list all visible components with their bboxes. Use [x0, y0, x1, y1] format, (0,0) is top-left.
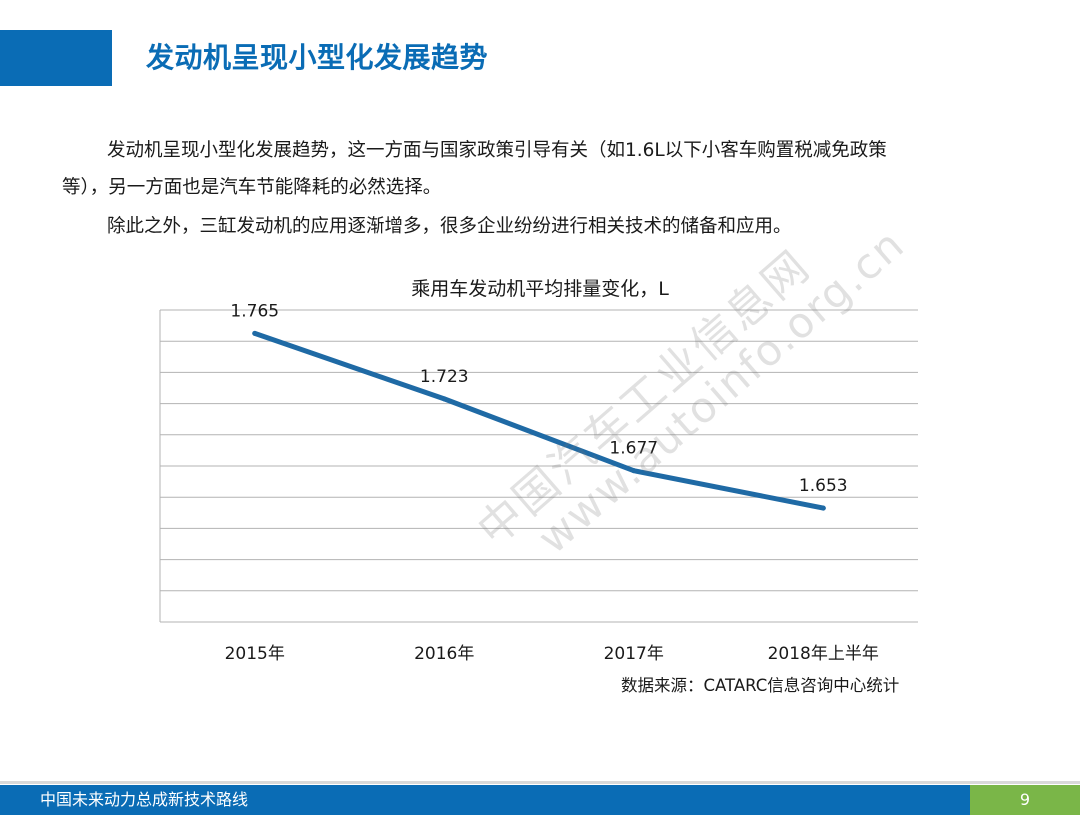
data-label: 1.723	[420, 367, 469, 387]
data-point	[820, 505, 826, 511]
data-label: 1.677	[609, 439, 658, 459]
paragraph-line-2: 等），另一方面也是汽车节能降耗的必然选择。	[62, 177, 442, 198]
slide-title: 发动机呈现小型化发展趋势	[146, 41, 489, 74]
title-accent-bar	[0, 30, 112, 86]
footer-text: 中国未来动力总成新技术路线	[40, 790, 249, 809]
data-label: 1.765	[230, 301, 279, 321]
footer-divider	[0, 781, 1080, 784]
data-point	[631, 468, 637, 474]
x-tick-label: 2016年	[414, 644, 474, 664]
x-tick-label: 2017年	[604, 644, 664, 664]
paragraph-line-1: 发动机呈现小型化发展趋势，这一方面与国家政策引导有关（如1.6L以下小客车购置税…	[107, 140, 887, 161]
series-line	[252, 330, 826, 511]
data-point	[252, 330, 258, 336]
page-number: 9	[970, 785, 1080, 815]
x-tick-label: 2018年上半年	[768, 644, 879, 664]
chart-title: 乘用车发动机平均排量变化，L	[411, 278, 669, 300]
x-tick-label: 2015年	[225, 644, 285, 664]
footer-bar	[0, 785, 970, 815]
data-label: 1.653	[799, 476, 848, 496]
paragraph-2: 除此之外，三缸发动机的应用逐渐增多，很多企业纷纷进行相关技术的储备和应用。	[107, 216, 792, 237]
data-point	[441, 396, 447, 402]
data-source-note: 数据来源：CATARC信息咨询中心统计	[621, 676, 900, 695]
